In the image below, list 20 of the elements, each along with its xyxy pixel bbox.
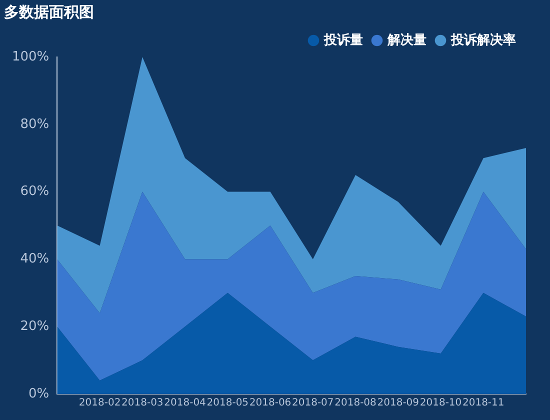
y-tick-label: 80%: [20, 116, 50, 132]
x-tick-label: 2018-07: [292, 398, 334, 409]
x-tick-label: 2018-04: [164, 398, 206, 409]
chart-title: 多数据面积图: [4, 2, 94, 21]
legend-label: 投诉解决率: [450, 32, 516, 48]
y-tick-label: 60%: [20, 184, 50, 200]
y-tick-label: 100%: [12, 49, 50, 64]
y-tick-label: 0%: [28, 386, 50, 402]
x-tick-label: 2018-03: [122, 398, 164, 409]
x-tick-label: 2018-08: [334, 398, 376, 409]
legend-label: 投诉量: [323, 32, 363, 48]
x-tick-label: 2018-10: [420, 398, 462, 409]
legend-label: 解决量: [386, 32, 426, 48]
x-tick-label: 2018-11: [462, 398, 504, 409]
x-tick-label: 2018-06: [249, 398, 292, 409]
y-tick-label: 40%: [20, 252, 50, 267]
x-tick-label: 2018-05: [206, 398, 249, 409]
y-tick-label: 20%: [20, 318, 50, 334]
x-tick-label: 2018-09: [377, 398, 420, 409]
x-tick-label: 2018-02: [78, 398, 121, 409]
